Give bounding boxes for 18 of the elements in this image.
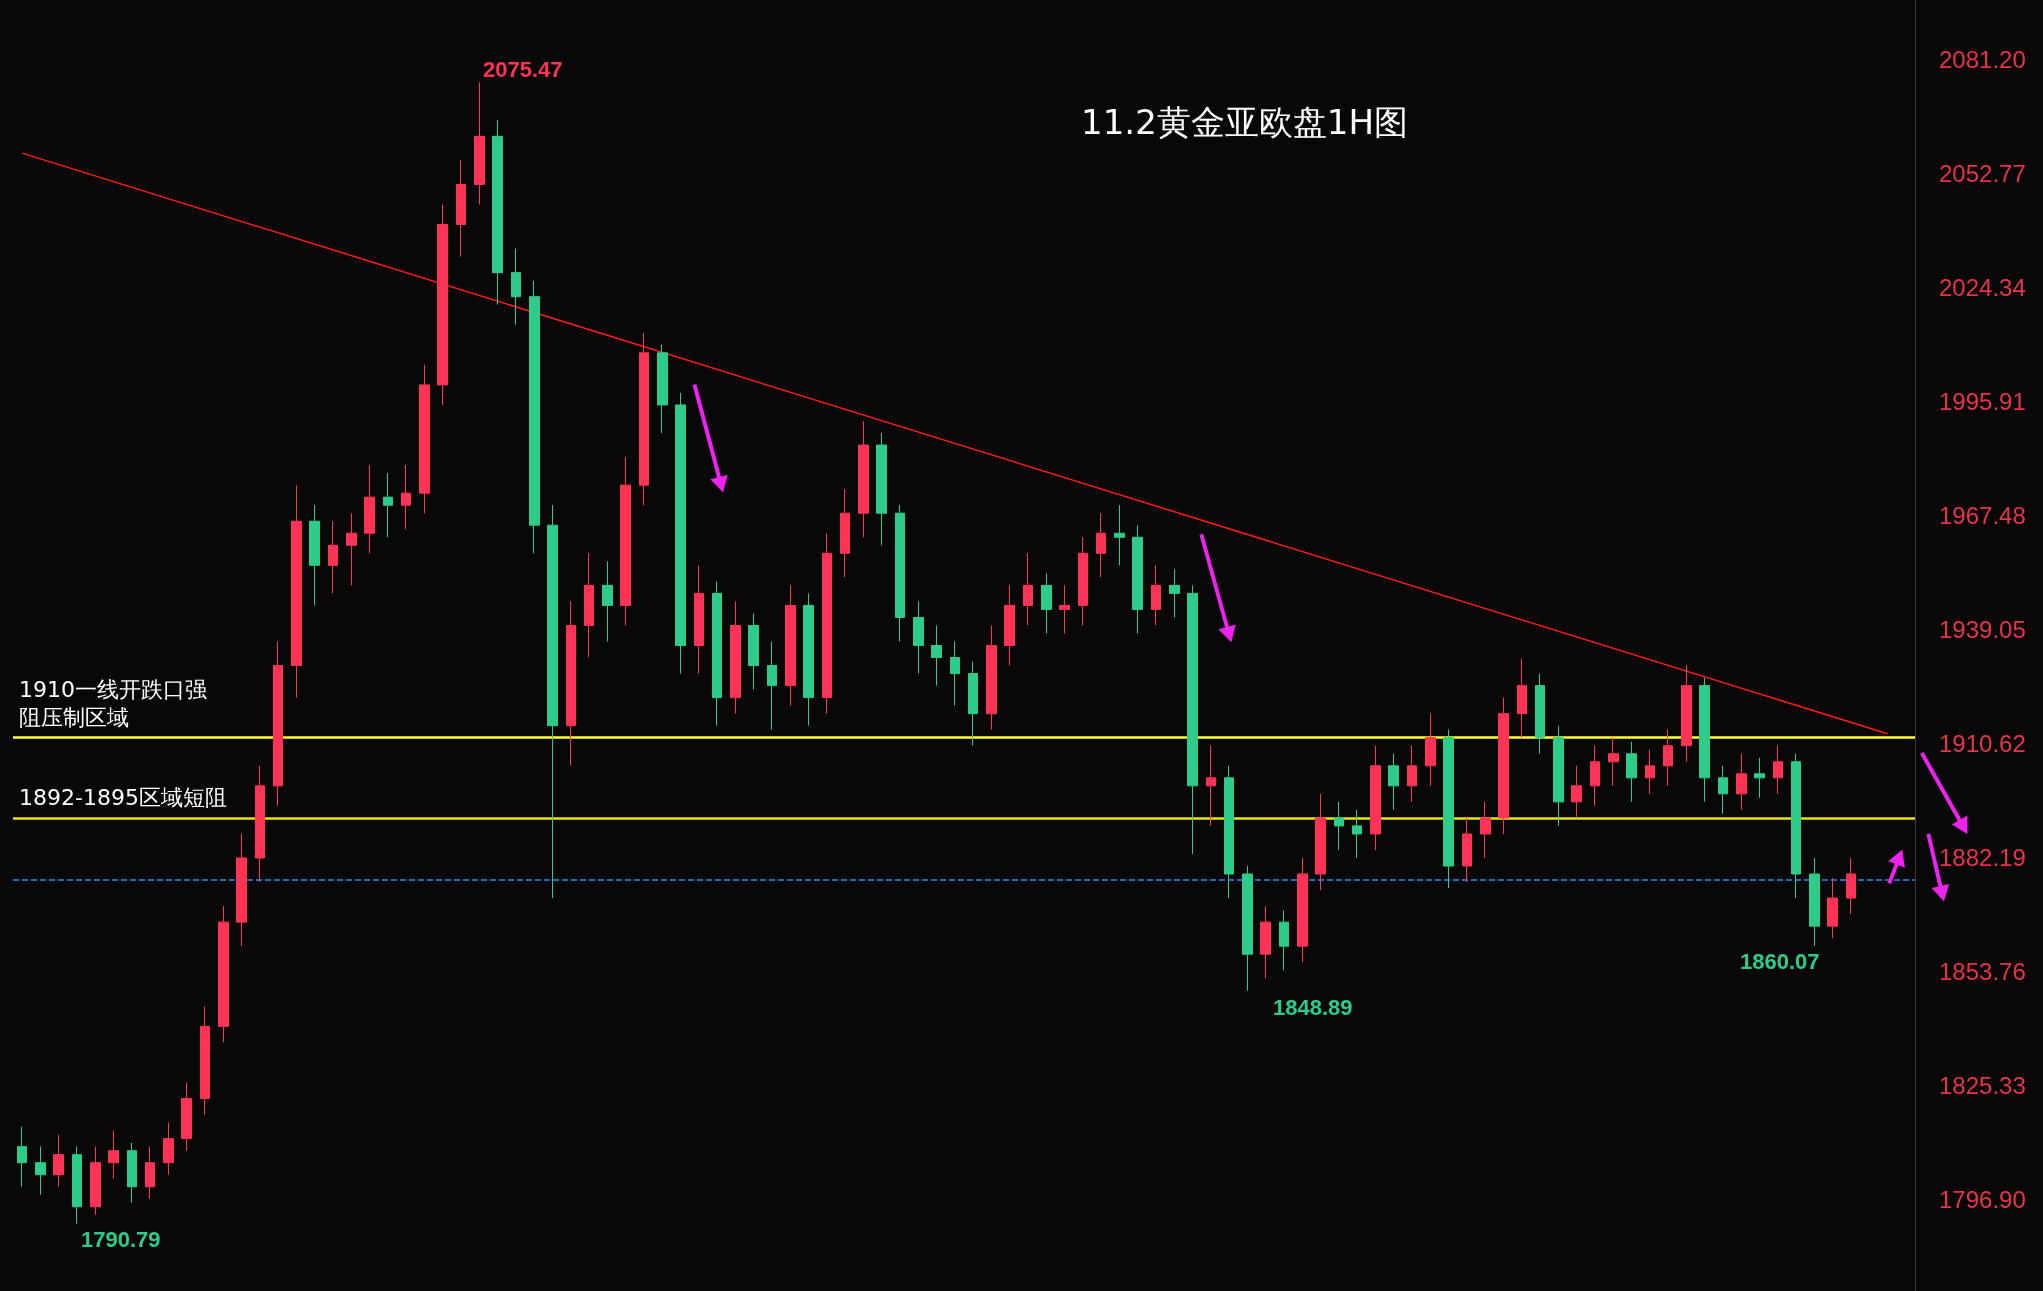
y-tick-label: 2081.20 (1939, 45, 2026, 73)
ref-line-label: 1910一线开跌口强阻压制区域 (19, 677, 207, 731)
annotation: 2075.47 (483, 56, 563, 82)
y-tick-label: 2024.34 (1939, 273, 2026, 301)
y-tick-label: 1995.91 (1939, 387, 2026, 415)
y-tick-label: 1825.33 (1939, 1071, 2026, 1099)
y-tick-label: 1853.76 (1939, 957, 2026, 985)
text: 11.2黄金亚欧盘1H图 (1081, 102, 1408, 142)
y-tick-label: 1882.19 (1939, 843, 2026, 871)
ref-line-label: 1892-1895区域短阻 (19, 785, 227, 811)
y-tick-label: 1796.90 (1939, 1185, 2026, 1213)
y-tick-label: 1939.05 (1939, 615, 2026, 643)
y-tick-label: 1910.62 (1939, 729, 2026, 757)
annotation: 1848.89 (1273, 994, 1353, 1020)
y-tick-label: 2052.77 (1939, 159, 2026, 187)
annotation: 1790.79 (81, 1226, 161, 1252)
annotation: 1860.07 (1740, 948, 1820, 974)
y-tick-label: 1967.48 (1939, 501, 2026, 529)
